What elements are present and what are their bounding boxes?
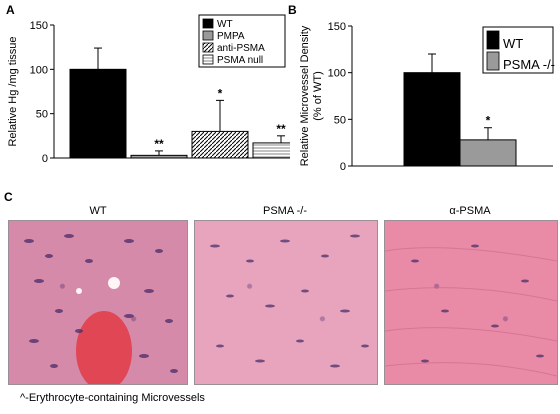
chart-a-ytick-label: 50 [36, 109, 48, 121]
chart-a-significance-label: * [218, 86, 223, 100]
chart-a-legend-label: anti-PSMA [217, 43, 265, 54]
chart-a-legend-label: PSMA null [217, 55, 263, 66]
micrograph-title-psma-ko: PSMA -/- [262, 205, 307, 217]
panel-label-b: B [288, 3, 297, 17]
chart-b-ytick-label: 150 [328, 21, 346, 33]
chart-a-ytick-label: 150 [30, 20, 48, 32]
micrograph-title-anti-psma: α-PSMA [449, 205, 491, 217]
chart-a-ytick-label: 0 [42, 153, 48, 165]
micrograph-psma-ko-image [194, 220, 378, 385]
chart-a-legend-swatch [202, 18, 214, 29]
chart-b-ytick-label: 100 [328, 68, 346, 80]
panel-label-a: A [6, 3, 15, 17]
chart-b-ytick-label: 50 [334, 114, 346, 126]
chart-b-y-axis-label: (% of WT) [312, 71, 324, 121]
chart-b: 0 50 100 150 Relative Microvessel Density (% … [299, 21, 555, 173]
chart-a-significance-label: ** [154, 137, 164, 151]
micrograph-title-wt: WT [89, 205, 107, 217]
chart-b-significance-label: * [486, 114, 491, 128]
chart-b-legend-swatch [486, 51, 500, 71]
chart-a-bar-anti-psma [191, 130, 249, 159]
chart-b-bar-wt [403, 72, 461, 167]
chart-a-bar-pmpa [130, 154, 188, 159]
chart-a-legend-swatch [202, 42, 214, 53]
chart-a-legend-label: PMPA [217, 31, 245, 42]
chart-a-legend-swatch [202, 54, 214, 65]
chart-b-y-axis-label: Relative Microvessel Density [299, 25, 311, 166]
chart-a-legend-label: WT [217, 19, 233, 30]
micrograph-anti-psma-image [384, 220, 558, 385]
chart-b-legend-swatch [486, 30, 500, 50]
chart-a-y-axis-label: Relative Hg /mg tissue [7, 36, 19, 146]
chart-a-ytick-label: 100 [30, 64, 48, 76]
footnote: ^-Erythrocyte-containing Microvessels [20, 392, 205, 404]
chart-b-legend-label: WT [503, 36, 523, 51]
chart-a-significance-label: ** [276, 122, 286, 136]
chart-a-bar-wt [69, 68, 127, 159]
chart-a-legend-swatch [202, 30, 214, 41]
chart-b-ytick-label: 0 [340, 161, 346, 173]
chart-b-legend-label: PSMA -/- [503, 57, 555, 72]
chart-b-bar-psma- [459, 139, 517, 167]
micrograph-wt-image [8, 220, 188, 385]
chart-a-bar-psma-null [252, 142, 290, 159]
panel-label-c: C [4, 190, 13, 204]
